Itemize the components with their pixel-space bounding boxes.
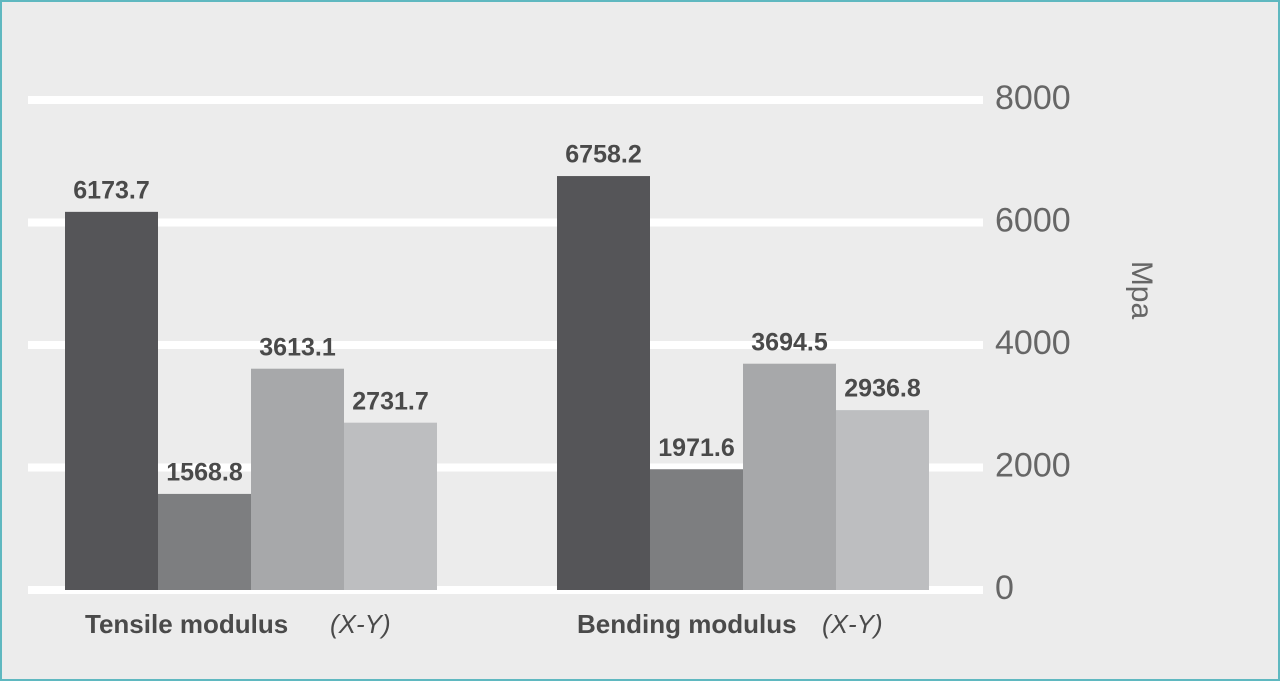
y-tick-label: 6000 — [995, 201, 1071, 239]
bar — [836, 410, 929, 590]
bar — [251, 368, 344, 590]
bar — [344, 422, 437, 590]
value-label: 6173.7 — [73, 176, 149, 204]
value-label: 2936.8 — [844, 375, 921, 403]
y-tick-label: 2000 — [995, 446, 1071, 484]
value-label: 2731.7 — [352, 387, 428, 415]
bar — [158, 493, 251, 590]
y-tick-label: 8000 — [995, 79, 1071, 117]
value-label: 6758.2 — [565, 141, 641, 169]
y-tick-label: 0 — [995, 569, 1014, 607]
value-label: 3613.1 — [259, 333, 336, 361]
x-tick-suffix: (X-Y) — [822, 609, 883, 639]
x-tick-label: Tensile modulus — [85, 609, 288, 639]
bar — [557, 176, 650, 591]
bar — [65, 211, 158, 590]
value-label: 1568.8 — [166, 459, 243, 487]
y-axis-title: Mpa — [1125, 261, 1158, 320]
value-label: 3694.5 — [751, 328, 828, 356]
x-tick-label: Bending modulus — [577, 609, 797, 639]
value-label: 1971.6 — [658, 434, 734, 462]
bar — [743, 363, 836, 590]
y-tick-label: 4000 — [995, 324, 1071, 362]
x-tick-suffix: (X-Y) — [330, 609, 391, 639]
bar — [650, 469, 743, 590]
